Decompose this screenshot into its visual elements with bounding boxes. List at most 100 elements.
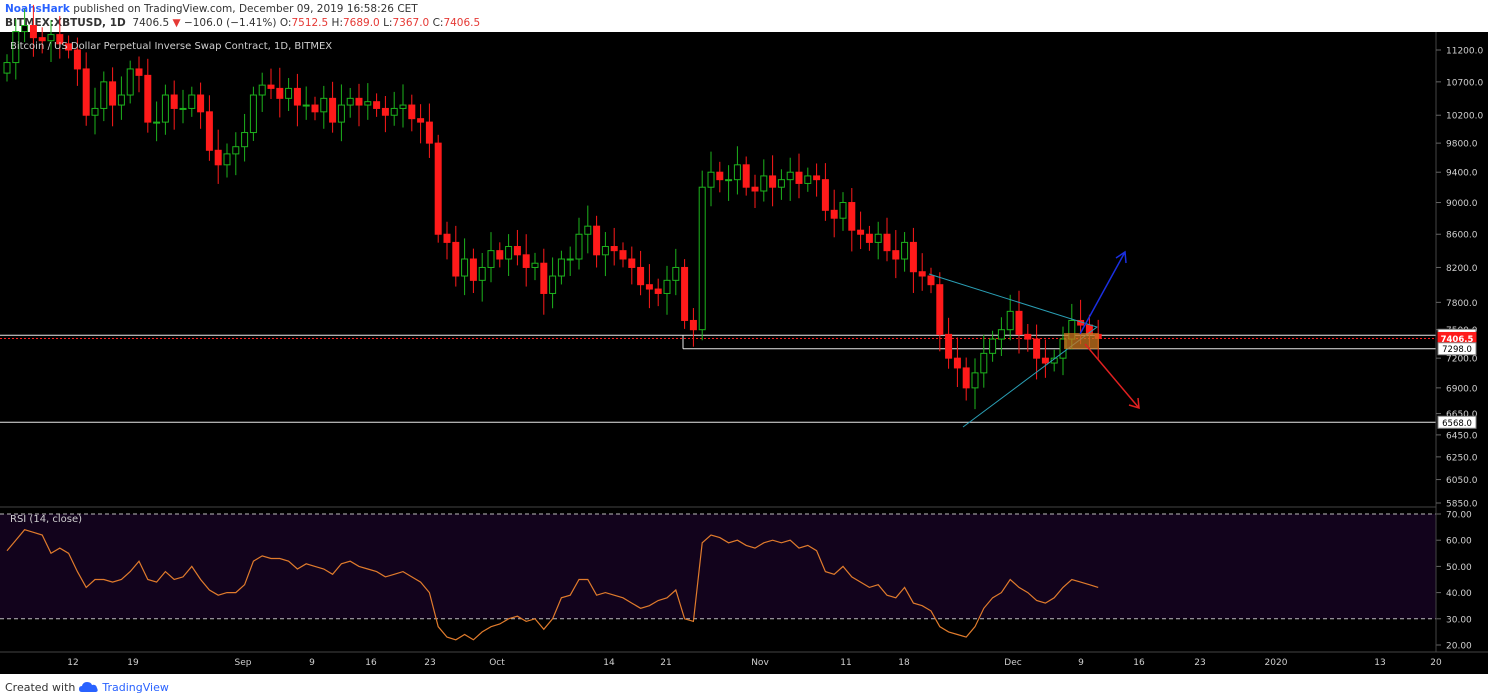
candle-body [188, 94, 196, 109]
candle-body [135, 68, 143, 76]
candle-body [56, 34, 64, 45]
candle-body [610, 246, 618, 252]
candle-body [927, 275, 935, 286]
candle-body [117, 94, 125, 106]
open-value: 7512.5 [291, 17, 329, 29]
candle-body [355, 97, 363, 106]
price-tick-label: 9800.0 [1446, 140, 1478, 150]
candle-body [1015, 310, 1023, 335]
candle-body [795, 171, 803, 184]
down-triangle-icon: ▼ [172, 17, 181, 29]
candle-body [865, 233, 873, 243]
time-tick-label: Dec [1004, 658, 1021, 668]
candle-body [645, 284, 653, 290]
candle-body [637, 266, 645, 286]
candle-body [522, 254, 530, 268]
low-label: L: [383, 17, 393, 29]
candle-body [126, 68, 134, 96]
published-text: published on TradingView.com, December 0… [73, 3, 418, 15]
tradingview-cloud-icon [78, 682, 98, 692]
open-label: O: [279, 17, 292, 29]
candle-body [769, 175, 777, 188]
candle-body [549, 275, 557, 294]
publish-header: NoahsHark published on TradingView.com, … [0, 0, 1488, 32]
candle-body [593, 225, 601, 256]
candle-body [848, 202, 856, 231]
candle-body [469, 258, 477, 281]
rsi-tick-label: 50.00 [1446, 563, 1472, 573]
price-tick-label: 11200.0 [1446, 47, 1483, 57]
candle-body [997, 329, 1005, 340]
candle-body [830, 209, 838, 219]
candle-body [232, 146, 240, 155]
time-tick-label: 23 [1194, 658, 1205, 668]
rsi-tick-label: 60.00 [1446, 537, 1472, 547]
publish-line: NoahsHark published on TradingView.com, … [5, 3, 418, 15]
candle-body [100, 81, 108, 109]
candle-body [901, 241, 909, 260]
candle-body [197, 94, 205, 113]
bullish-arrow-line [1079, 251, 1126, 335]
candle-body [953, 357, 961, 369]
time-tick-label: 13 [1374, 658, 1385, 668]
time-tick-label: 16 [365, 658, 377, 668]
price-tick-label: 9400.0 [1446, 169, 1478, 179]
candle-body [689, 319, 697, 331]
candle-body [487, 250, 495, 268]
candle-body [663, 279, 671, 294]
candle-body [443, 233, 451, 243]
candle-body [381, 107, 389, 116]
candle-body [293, 87, 301, 106]
candle-body [980, 352, 988, 374]
time-tick-label: 23 [424, 658, 435, 668]
candle-body [857, 229, 865, 235]
rsi-tick-label: 40.00 [1446, 589, 1472, 599]
chart-title: Bitcoin / US Dollar Perpetual Inverse Sw… [10, 41, 332, 52]
candle-body [742, 164, 750, 188]
candle-body [513, 246, 521, 256]
candle-body [839, 202, 847, 219]
bullish-arrow-head-icon [1115, 250, 1127, 264]
time-tick-label: 11 [840, 658, 851, 668]
candle-body [1033, 338, 1041, 359]
candle-body [654, 288, 662, 294]
author-link[interactable]: NoahsHark [5, 3, 70, 15]
price-level-label: 6568.0 [1442, 419, 1472, 429]
price-tick-label: 6900.0 [1446, 384, 1478, 394]
bearish-arrow-head-icon [1128, 397, 1140, 410]
candle-body [751, 186, 759, 192]
candle-body [3, 62, 11, 74]
candle-body [258, 84, 266, 96]
candle-body [302, 104, 310, 107]
candle-body [821, 179, 829, 211]
candle-body [1024, 333, 1032, 340]
candle-body [144, 74, 152, 123]
price-tick-label: 6050.0 [1446, 476, 1478, 486]
candle-body [364, 101, 372, 106]
candle-body [619, 250, 627, 260]
tradingview-brand-link[interactable]: TradingView [102, 681, 169, 694]
candle-body [91, 107, 99, 116]
symmetrical-triangle-drawing [928, 273, 1099, 428]
candle-body [892, 250, 900, 260]
candle-body [575, 233, 583, 260]
candle-body [557, 258, 565, 277]
candle-body [425, 121, 433, 144]
candle-body [531, 262, 539, 268]
price-tick-label: 10200.0 [1446, 112, 1483, 122]
candle-body [566, 258, 574, 261]
candle-body [936, 284, 944, 335]
candle-body [945, 333, 953, 359]
rsi-line [6, 529, 1099, 641]
candle-body [989, 338, 997, 354]
candle-body [1041, 357, 1049, 364]
candle-body [760, 175, 768, 192]
candle-body [681, 266, 689, 321]
price-tick-label: 6650.0 [1446, 410, 1478, 420]
candle-body [540, 262, 548, 294]
price-tick-label: 8600.0 [1446, 231, 1478, 241]
time-tick-label: 12 [67, 658, 78, 668]
candle-body [241, 132, 249, 148]
candle-body [47, 34, 55, 42]
